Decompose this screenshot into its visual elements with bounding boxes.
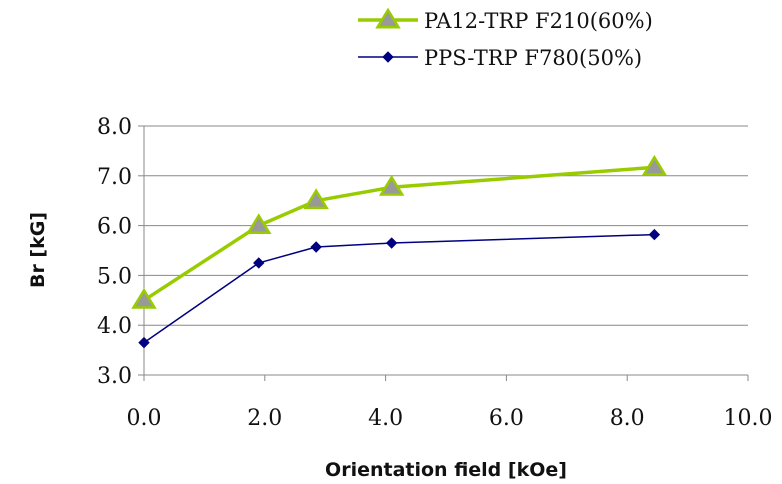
data-point	[138, 336, 150, 349]
x-axis-title: Orientation field [kOe]	[325, 459, 567, 481]
y-tick-label: 6.0	[97, 215, 132, 240]
y-tick-label: 8.0	[97, 115, 132, 140]
data-point	[648, 228, 661, 241]
x-tick-label: 0.0	[127, 406, 162, 431]
data-point	[385, 237, 398, 249]
legend-entry-2: PPS-TRP F780(50%)	[358, 46, 642, 70]
legend: PA12-TRP F210(60%) PPS-TRP F780(50%)	[358, 7, 653, 70]
x-tick-labels: 0.0 2.0 4.0 6.0 8.0 10.0	[127, 406, 773, 431]
y-tick-label: 4.0	[97, 314, 132, 339]
data-point	[378, 174, 405, 196]
series-layer	[131, 154, 668, 349]
axes	[143, 126, 748, 376]
data-point	[131, 287, 157, 309]
legend-marker	[382, 51, 394, 63]
legend-label: PPS-TRP F780(50%)	[424, 46, 642, 70]
y-tick-label: 3.0	[97, 364, 132, 389]
x-tick-label: 10.0	[724, 406, 773, 431]
legend-entry-1: PA12-TRP F210(60%)	[358, 7, 653, 33]
y-tick-label: 5.0	[97, 264, 132, 289]
x-tick-label: 2.0	[247, 406, 282, 431]
series-2	[138, 228, 661, 349]
data-point	[641, 154, 668, 176]
series-1	[131, 154, 668, 309]
data-point	[303, 188, 329, 210]
y-tick-label: 7.0	[97, 165, 132, 190]
x-tick-label: 8.0	[610, 406, 645, 431]
x-tick-label: 4.0	[368, 406, 403, 431]
data-point	[253, 257, 265, 269]
data-point	[310, 241, 322, 253]
data-point	[246, 213, 272, 235]
x-tick-label: 6.0	[489, 406, 524, 431]
gridlines	[138, 125, 749, 381]
legend-label: PA12-TRP F210(60%)	[424, 9, 653, 33]
legend-marker	[375, 7, 401, 29]
y-axis-title: Br [kG]	[27, 212, 49, 288]
y-tick-labels: 3.0 4.0 5.0 6.0 7.0 8.0	[97, 115, 132, 389]
